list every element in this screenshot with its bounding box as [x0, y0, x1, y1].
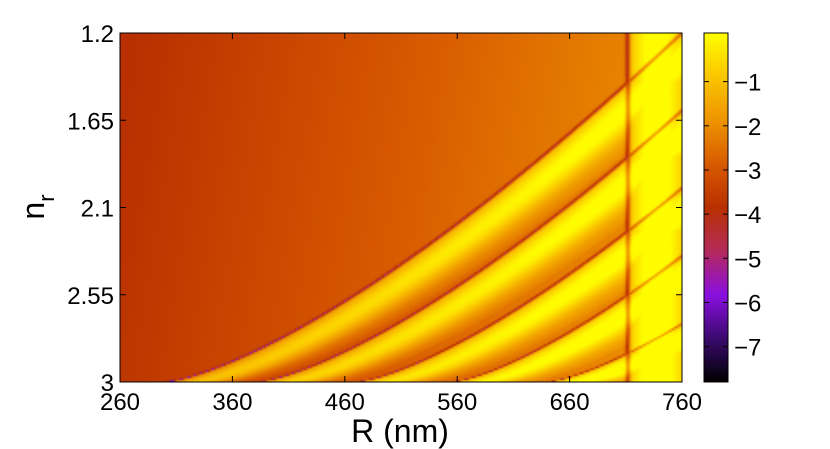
y-axis-label-subscript: r [34, 194, 59, 201]
colorbar-tick-label: −4 [734, 202, 761, 229]
x-tick-label: 460 [325, 389, 365, 416]
y-tick-label: 2.55 [67, 283, 114, 310]
colorbar-ticks: −1 −2 −3 −4 −5 −6 −7 [704, 70, 761, 362]
x-tick-label: 760 [662, 389, 702, 416]
y-tick-label: 1.2 [81, 21, 114, 48]
y-tick-label: 2.1 [81, 196, 114, 223]
y-axis-ticks: 1.2 1.65 2.1 2.55 3 [67, 21, 682, 397]
colorbar-tick-label: −5 [734, 246, 761, 273]
colorbar-tick-label: −6 [734, 290, 761, 317]
colorbar-tick-label: −1 [734, 70, 761, 97]
y-tick-label: 1.65 [67, 108, 114, 135]
colorbar [703, 32, 729, 383]
colorbar-tick-label: −7 [734, 335, 761, 362]
colorbar-tick-label: −2 [734, 114, 761, 141]
x-tick-label: 260 [100, 389, 140, 416]
svg-text:nr: nr [15, 194, 59, 219]
x-axis-label: R (nm) [351, 413, 449, 449]
x-axis-ticks: 260 360 460 560 660 760 [100, 33, 702, 416]
x-tick-label: 360 [212, 389, 252, 416]
y-axis-label-main: n [15, 202, 51, 220]
x-tick-label: 560 [437, 389, 477, 416]
x-tick-label: 660 [550, 389, 590, 416]
y-tick-label: 3 [101, 370, 114, 397]
colorbar-tick-label: −3 [734, 158, 761, 185]
heatmap-plot-area [120, 33, 682, 382]
y-axis-label: nr [15, 194, 59, 219]
